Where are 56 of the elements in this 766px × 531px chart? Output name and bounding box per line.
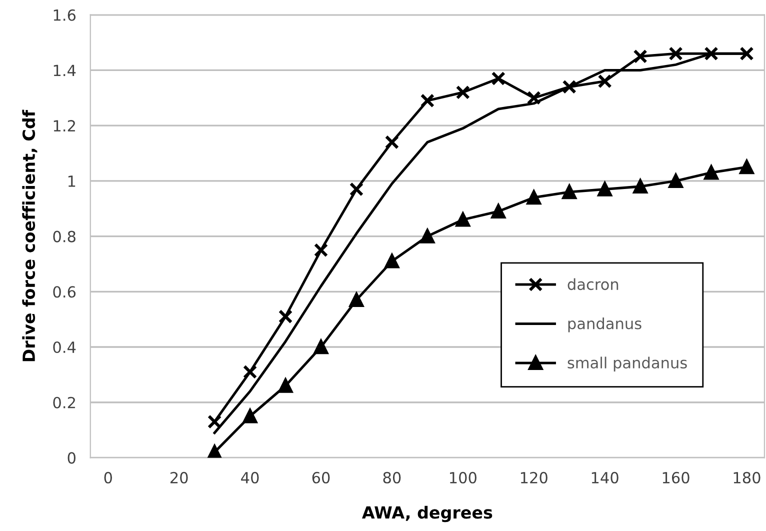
x-tick-label: 120 <box>520 472 548 484</box>
point <box>349 292 364 308</box>
point <box>384 254 400 268</box>
y-tick-label: 1 <box>68 176 76 187</box>
point <box>278 309 293 324</box>
point <box>314 340 328 354</box>
point <box>491 71 506 86</box>
point <box>207 445 222 458</box>
y-tick-label: 0 <box>68 452 76 464</box>
point <box>456 212 470 227</box>
x-tick-label: 160 <box>662 472 690 484</box>
x-tick-label: 60 <box>312 472 330 484</box>
point <box>740 160 754 174</box>
y-tick-label: 0.6 <box>53 286 76 298</box>
x-tick-label: 20 <box>170 472 188 484</box>
point <box>384 135 400 150</box>
point <box>633 49 648 64</box>
point <box>491 204 506 218</box>
legend-label: pandanus <box>568 317 642 332</box>
x-tick-label: 180 <box>734 472 760 484</box>
point <box>456 85 470 100</box>
point <box>562 184 576 200</box>
y-tick-label: 1.6 <box>54 9 76 21</box>
x-axis-title: AWA, degrees <box>362 506 492 522</box>
point <box>526 190 541 205</box>
point <box>668 46 683 61</box>
point <box>562 80 576 94</box>
point <box>242 409 258 424</box>
point <box>633 179 648 194</box>
point <box>704 166 718 180</box>
x-tick-label: 0 <box>104 472 112 484</box>
point <box>668 174 683 188</box>
y-axis-title: Drive force coefficient, Cdf <box>22 110 38 362</box>
point <box>740 46 754 61</box>
point <box>526 90 541 105</box>
y-tick-label: 0.4 <box>53 341 76 354</box>
x-tick-label: 40 <box>241 472 259 484</box>
point <box>207 414 222 429</box>
point <box>242 364 258 380</box>
legend-label: dacron <box>568 278 618 290</box>
x-tick-label: 140 <box>592 472 618 484</box>
point <box>278 378 293 393</box>
point <box>420 229 435 244</box>
point <box>704 46 718 61</box>
point <box>598 74 612 88</box>
x-tick-label: 80 <box>383 472 401 484</box>
y-tick-label: 0.2 <box>53 396 75 408</box>
y-tick-label: 0.8 <box>53 230 76 242</box>
legend-label: small pandanus <box>568 356 687 372</box>
point <box>314 243 328 258</box>
x-tick-label: 100 <box>450 472 476 484</box>
point <box>420 94 435 108</box>
point <box>598 182 612 196</box>
point <box>349 182 364 196</box>
y-tick-label: 1.4 <box>54 64 76 76</box>
y-tick-label: 1.2 <box>54 120 75 132</box>
